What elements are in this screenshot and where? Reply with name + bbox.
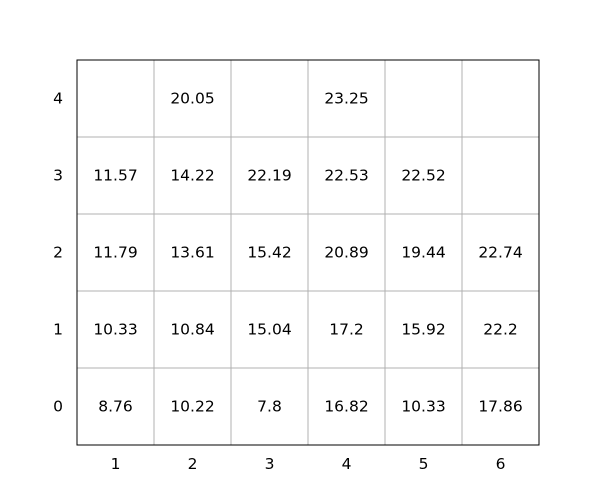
cell-value: 23.25 — [324, 90, 368, 108]
cell-value: 19.44 — [401, 244, 445, 262]
y-tick-label: 2 — [53, 244, 63, 262]
cell-value: 7.8 — [257, 398, 282, 416]
x-tick-label: 5 — [419, 455, 429, 473]
cell-value: 10.33 — [401, 398, 445, 416]
cell-value: 15.42 — [247, 244, 291, 262]
grid-lines — [77, 60, 539, 445]
plot-frame — [76, 59, 540, 446]
table-cells: 20.05 23.25 11.57 14.22 22.19 22.53 22.52 11.79… — [93, 90, 522, 416]
cell-value: 10.22 — [170, 398, 214, 416]
y-tick-label: 1 — [53, 321, 63, 339]
x-tick-label: 1 — [111, 455, 121, 473]
cell-value: 11.79 — [93, 244, 137, 262]
cell-value: 15.04 — [247, 321, 291, 339]
x-tick-label: 2 — [188, 455, 198, 473]
x-tick-label: 6 — [496, 455, 506, 473]
x-axis-ticks: 1 2 3 4 5 6 — [111, 455, 506, 473]
cell-value: 16.82 — [324, 398, 368, 416]
y-axis-ticks: 4 3 2 1 0 — [53, 90, 63, 416]
cell-value: 20.89 — [324, 244, 368, 262]
cell-value: 22.52 — [401, 167, 445, 185]
cell-value: 10.33 — [93, 321, 137, 339]
cell-value: 8.76 — [98, 398, 133, 416]
cell-value: 15.92 — [401, 321, 445, 339]
cell-value: 17.2 — [329, 321, 364, 339]
y-tick-label: 4 — [53, 90, 63, 108]
cell-value: 20.05 — [170, 90, 214, 108]
y-tick-label: 0 — [53, 398, 63, 416]
cell-value: 22.74 — [478, 244, 522, 262]
cell-value: 13.61 — [170, 244, 214, 262]
cell-value: 11.57 — [93, 167, 137, 185]
cell-value: 22.53 — [324, 167, 368, 185]
x-tick-label: 3 — [265, 455, 275, 473]
cell-value: 22.19 — [247, 167, 291, 185]
x-tick-label: 4 — [342, 455, 352, 473]
y-tick-label: 3 — [53, 167, 63, 185]
cell-value: 17.86 — [478, 398, 522, 416]
cell-value: 22.2 — [483, 321, 518, 339]
cell-value: 10.84 — [170, 321, 214, 339]
cell-value: 14.22 — [170, 167, 214, 185]
